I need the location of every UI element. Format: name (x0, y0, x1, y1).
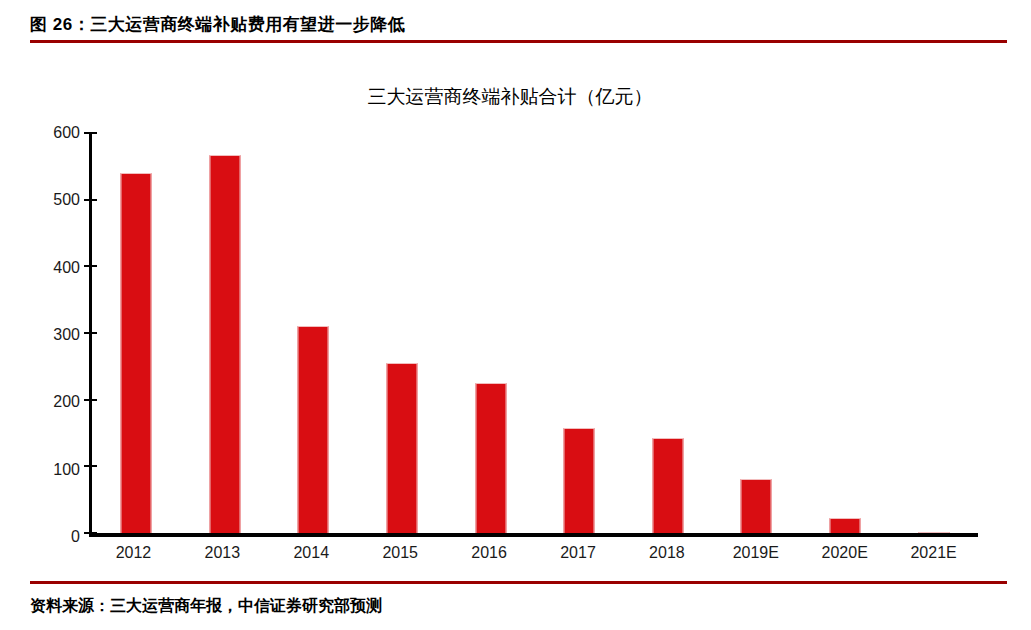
y-axis-tick-label: 600 (28, 124, 80, 142)
chart-title: 三大运营商终端补贴合计（亿元） (60, 84, 960, 110)
bar-2021E (918, 532, 949, 533)
x-axis-tick-label: 2013 (178, 544, 267, 562)
y-axis-tick-label: 500 (28, 191, 80, 209)
bar-slot (269, 133, 358, 533)
bar-2018 (652, 438, 683, 533)
bar-slot (92, 133, 181, 533)
y-axis-tick-label: 400 (28, 259, 80, 277)
x-axis-tick-label: 2016 (445, 544, 534, 562)
x-axis-tick-label: 2020E (800, 544, 889, 562)
bar-2012 (121, 173, 152, 533)
x-axis-tick-label: 2015 (356, 544, 445, 562)
bar-slot (535, 133, 624, 533)
y-axis-tick (84, 399, 97, 401)
y-axis-tick-label: 300 (28, 326, 80, 344)
figure-caption: 图 26：三大运营商终端补贴费用有望进一步降低 (30, 13, 405, 36)
bottom-divider-rule (30, 581, 1007, 584)
bar-2016 (475, 383, 506, 533)
y-axis-tick (84, 265, 97, 267)
bar-chart-plot-area (89, 133, 978, 537)
x-axis-tick-label: 2017 (534, 544, 623, 562)
x-axis-tick-label: 2018 (622, 544, 711, 562)
bar-slot (624, 133, 713, 533)
bar-slot (801, 133, 890, 533)
x-axis-tick-label: 2012 (89, 544, 178, 562)
x-axis-tick-label: 2021E (889, 544, 978, 562)
bar-slot (181, 133, 270, 533)
bar-slot (889, 133, 978, 533)
y-axis-tick-label: 0 (28, 528, 80, 546)
y-axis-tick (84, 332, 97, 334)
y-axis-tick (84, 532, 97, 534)
bar-2014 (298, 326, 329, 533)
source-note: 资料来源：三大运营商年报，中信证券研究部预测 (30, 596, 382, 617)
x-axis-tick-label: 2014 (267, 544, 356, 562)
bar-slot (358, 133, 447, 533)
bar-slot (446, 133, 535, 533)
bar-2019E (741, 479, 772, 533)
y-axis-tick-label: 200 (28, 393, 80, 411)
y-axis-tick-label: 100 (28, 461, 80, 479)
bar-series (92, 133, 978, 533)
y-axis-labels: 0100200300400500600 (28, 133, 80, 537)
bar-2015 (387, 363, 418, 533)
report-figure-page: 图 26：三大运营商终端补贴费用有望进一步降低 三大运营商终端补贴合计（亿元） … (0, 0, 1031, 630)
y-axis-tick (84, 132, 97, 134)
bar-2020E (830, 518, 861, 533)
x-axis-labels: 20122013201420152016201720182019E2020E20… (89, 544, 978, 562)
bar-slot (712, 133, 801, 533)
bar-2017 (564, 428, 595, 533)
top-divider-rule (30, 40, 1007, 43)
y-axis-tick (84, 199, 97, 201)
x-axis-tick-label: 2019E (711, 544, 800, 562)
y-axis-tick (84, 465, 97, 467)
bar-2013 (209, 155, 240, 533)
